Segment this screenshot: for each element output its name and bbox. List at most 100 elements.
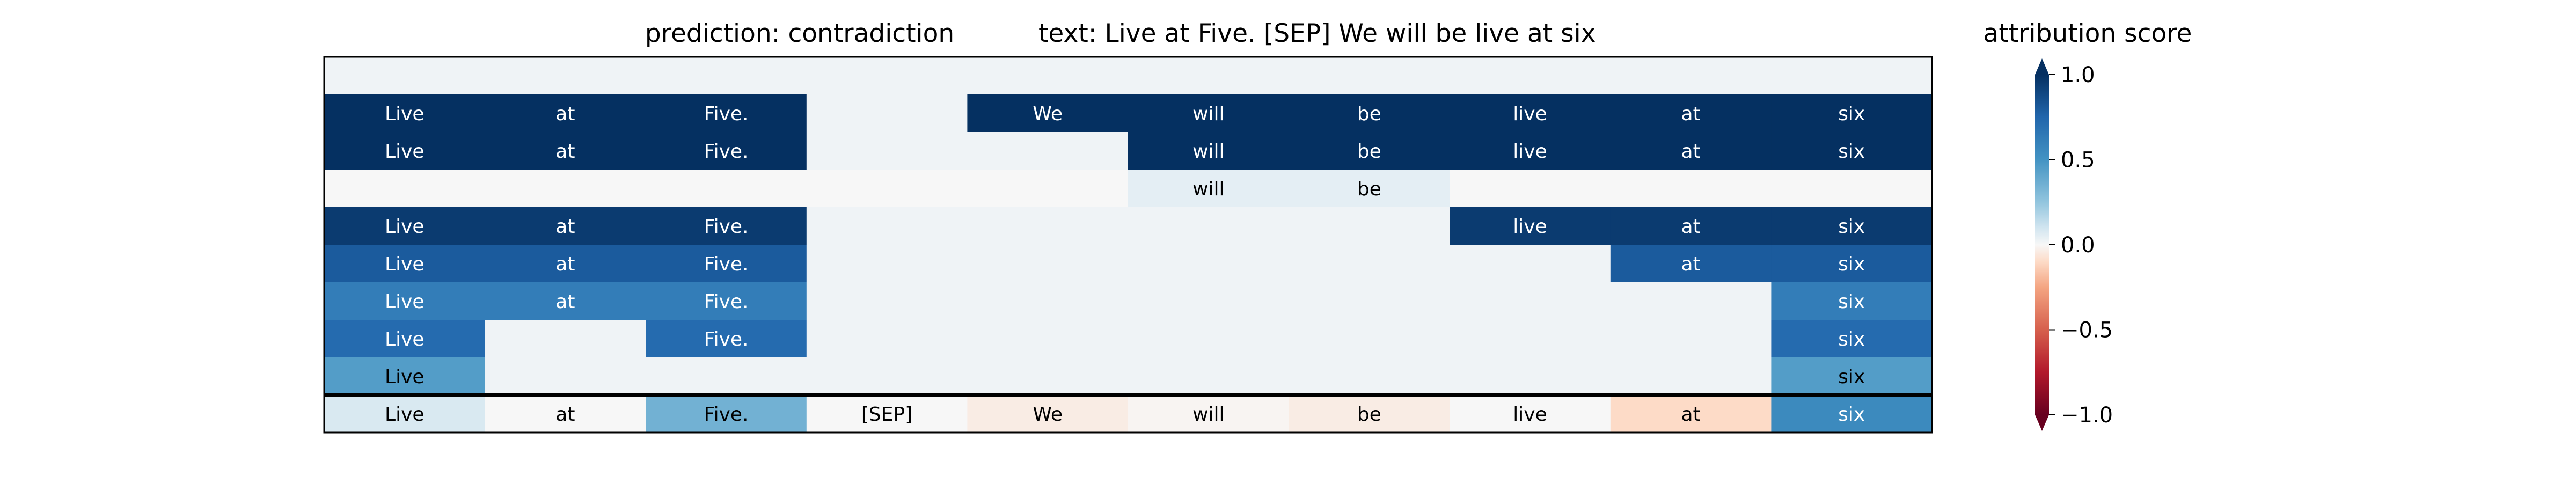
attribution-cell — [485, 395, 646, 433]
token-label: at — [1681, 141, 1701, 163]
attribution-token-label: six — [1838, 404, 1865, 426]
heatmap-cell — [1289, 170, 1450, 208]
token-label: six — [1838, 216, 1865, 238]
heatmap-cell — [1128, 132, 1290, 170]
token-label: will — [1192, 103, 1224, 125]
heatmap-cell — [1450, 245, 1611, 283]
heatmap-cell — [967, 132, 1129, 170]
token-label: six — [1838, 141, 1865, 163]
token-label: be — [1357, 141, 1381, 163]
colorbar-tick-label: 1.0 — [2061, 63, 2095, 87]
attribution-cell — [1450, 395, 1611, 433]
heatmap-cell — [806, 207, 968, 245]
heatmap-cell — [1771, 170, 1933, 208]
token-label: at — [1681, 103, 1701, 125]
heatmap-cell — [485, 207, 646, 245]
heatmap-cell — [1771, 94, 1933, 133]
heatmap-cell — [646, 57, 807, 95]
heatmap-cell — [1128, 245, 1290, 283]
token-label: at — [555, 291, 575, 313]
heatmap-cell — [646, 245, 807, 283]
heatmap-cell — [967, 57, 1129, 95]
heatmap-cell — [967, 94, 1129, 133]
heatmap-cell — [1771, 320, 1933, 358]
attribution-token-label: be — [1357, 404, 1381, 426]
heatmap-cell — [1450, 282, 1611, 320]
heatmap-cell — [967, 357, 1129, 396]
heatmap-cell — [1610, 207, 1772, 245]
token-label: Five. — [704, 253, 749, 275]
token-label: Five. — [704, 291, 749, 313]
heatmap-cell — [1289, 132, 1450, 170]
heatmap-cell — [806, 57, 968, 95]
token-label: be — [1357, 178, 1381, 200]
heatmap-cell — [1771, 207, 1933, 245]
heatmap-cell — [485, 132, 646, 170]
heatmap-cell — [1289, 94, 1450, 133]
heatmap-cell — [324, 207, 486, 245]
token-label: Five. — [704, 216, 749, 238]
heatmap-cell — [1771, 132, 1933, 170]
token-label: six — [1838, 253, 1865, 275]
heatmap-cell — [646, 282, 807, 320]
token-label: six — [1838, 366, 1865, 388]
heatmap-cell — [646, 170, 807, 208]
heatmap-cell — [324, 357, 486, 396]
attribution-cell — [1771, 395, 1933, 433]
colorbar-tick-label: −1.0 — [2061, 403, 2113, 428]
heatmap-cell — [324, 170, 486, 208]
heatmap-cell — [1289, 57, 1450, 95]
heatmap-cell — [1289, 207, 1450, 245]
heatmap-cell — [324, 282, 486, 320]
heatmap-cell — [1771, 357, 1933, 396]
token-label: six — [1838, 103, 1865, 125]
heatmap-cell — [1128, 207, 1290, 245]
heatmap-cell — [646, 320, 807, 358]
token-label: Five. — [704, 103, 749, 125]
token-label: Live — [385, 291, 425, 313]
token-label: Live — [385, 103, 425, 125]
heatmap-cell — [806, 170, 968, 208]
heatmap-cell — [806, 245, 968, 283]
heatmap-cell — [1771, 245, 1933, 283]
heatmap-cell — [324, 320, 486, 358]
heatmap-cell — [1450, 207, 1611, 245]
token-label: at — [555, 253, 575, 275]
token-label: will — [1192, 178, 1224, 200]
heatmap-cell — [1610, 170, 1772, 208]
heatmap-cell — [1128, 170, 1290, 208]
heatmap-cell — [1610, 357, 1772, 396]
heatmap-cell — [324, 57, 486, 95]
heatmap-cell — [1128, 282, 1290, 320]
heatmap-cell — [1610, 245, 1772, 283]
heatmap-cell — [485, 94, 646, 133]
heatmap-cell — [1450, 170, 1611, 208]
heatmap-cell — [646, 132, 807, 170]
token-label: Live — [385, 216, 425, 238]
heatmap-cell — [324, 132, 486, 170]
colorbar-max-extension — [2035, 58, 2049, 75]
heatmap-cell — [1450, 320, 1611, 358]
token-label: Live — [385, 366, 425, 388]
heatmap-cell — [1450, 57, 1611, 95]
token-label: Five. — [704, 141, 749, 163]
heatmap-cell — [485, 170, 646, 208]
token-label: at — [1681, 253, 1701, 275]
heatmap-cell — [485, 357, 646, 396]
colorbar-tick-label: −0.5 — [2061, 318, 2113, 343]
token-label: six — [1838, 328, 1865, 350]
attribution-token-label: [SEP] — [861, 404, 912, 426]
attribution-cell — [1128, 395, 1290, 433]
heatmap-cell — [806, 320, 968, 358]
heatmap-cell — [967, 320, 1129, 358]
token-label: Five. — [704, 328, 749, 350]
attribution-token-label: will — [1192, 404, 1224, 426]
token-label: be — [1357, 103, 1381, 125]
token-label: Live — [385, 141, 425, 163]
token-label: live — [1513, 216, 1547, 238]
colorbar-tick-label: 0.5 — [2061, 148, 2095, 173]
heatmap-cell — [1610, 132, 1772, 170]
text-title: text: Live at Five. [SEP] We will be liv… — [1038, 19, 1596, 48]
attribution-cell — [324, 395, 486, 433]
